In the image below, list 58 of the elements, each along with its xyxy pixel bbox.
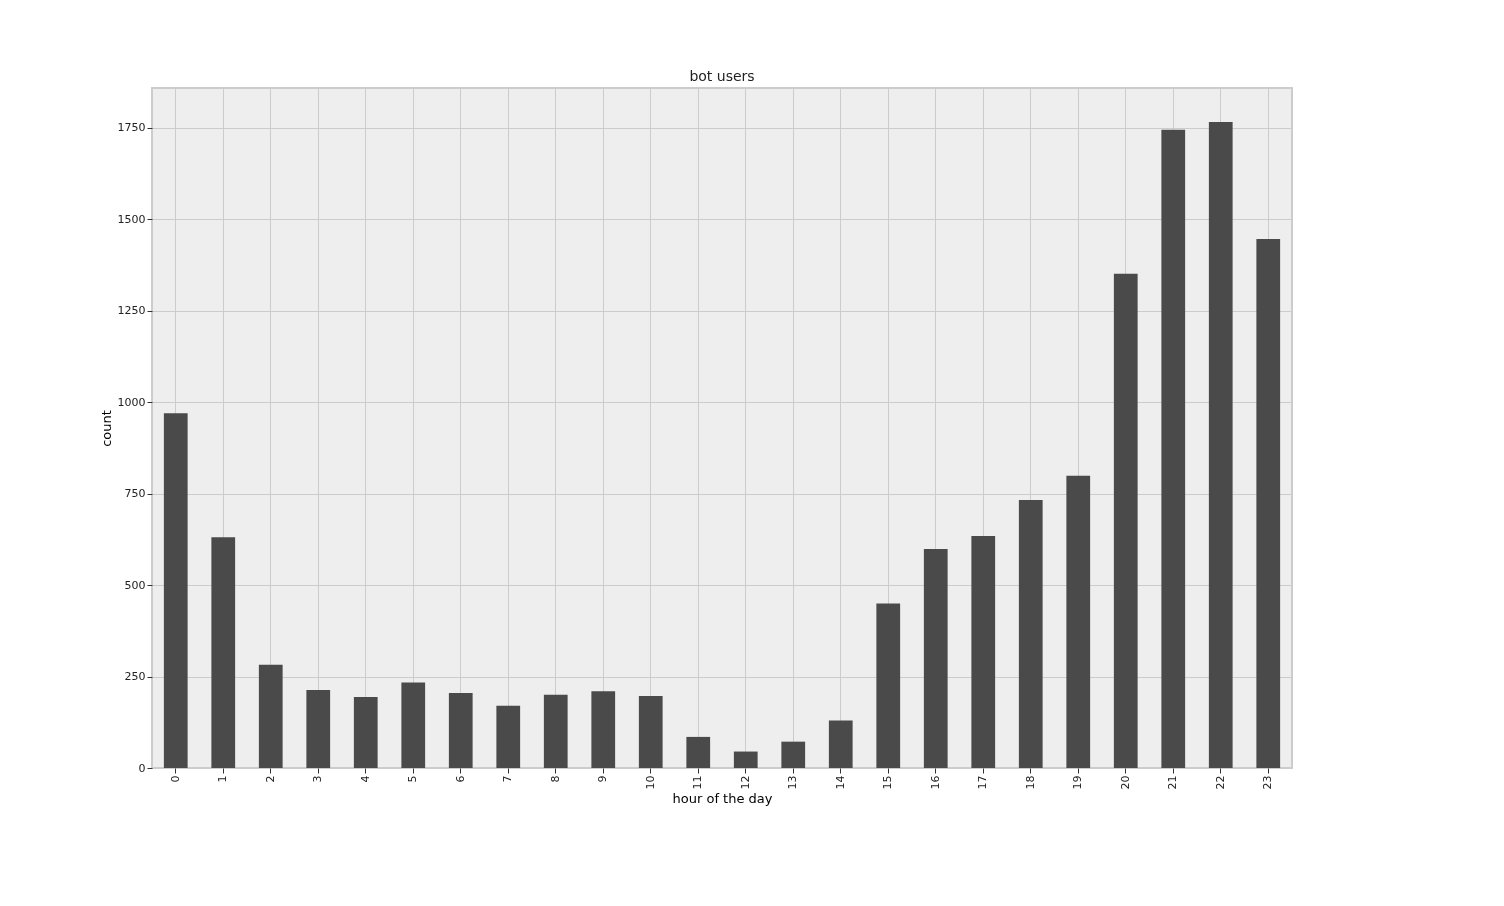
x-tick-label: 5 <box>406 775 420 783</box>
x-tick-label: 11 <box>691 775 705 790</box>
x-tick-label: 3 <box>311 775 325 783</box>
bar <box>353 697 378 768</box>
bar <box>638 695 663 768</box>
y-tick-label: 1750 <box>117 121 146 135</box>
bar <box>401 682 426 768</box>
bar <box>1208 122 1233 768</box>
bar <box>448 693 473 768</box>
x-tick-label: 8 <box>548 775 562 783</box>
x-tick-label: 0 <box>168 775 182 783</box>
y-tick-label: 1000 <box>117 395 146 409</box>
x-tick-label: 17 <box>976 775 990 790</box>
x-tick-label: 23 <box>1261 775 1275 790</box>
x-tick-label: 12 <box>738 775 752 790</box>
x-tick-label: 10 <box>643 775 657 790</box>
bar <box>686 736 711 768</box>
x-tick-label: 22 <box>1213 775 1227 790</box>
y-tick-label: 750 <box>124 487 146 501</box>
x-tick-label: 6 <box>453 775 467 783</box>
bar <box>258 664 283 768</box>
bar <box>496 705 521 768</box>
x-tick-label: 14 <box>833 775 847 790</box>
bar <box>211 537 236 768</box>
bar <box>733 751 758 768</box>
x-tick-label: 20 <box>1118 775 1132 790</box>
bar <box>876 603 901 768</box>
x-tick-label: 1 <box>216 775 230 783</box>
bar <box>306 690 331 768</box>
bar <box>828 720 853 768</box>
bar <box>1066 475 1091 768</box>
x-tick-label: 2 <box>263 775 277 783</box>
bar <box>781 741 806 768</box>
x-tick-label: 7 <box>501 775 515 783</box>
y-tick-label: 1500 <box>117 212 146 226</box>
x-tick-label: 19 <box>1071 775 1085 790</box>
bar <box>1161 129 1186 768</box>
bar <box>591 691 616 768</box>
bar <box>1018 499 1043 768</box>
bar <box>1256 239 1281 768</box>
x-tick-label: 21 <box>1166 775 1180 790</box>
bar <box>543 694 568 768</box>
bar <box>971 536 996 768</box>
x-tick-label: 15 <box>881 775 895 790</box>
bar <box>923 548 948 768</box>
x-tick-label: 16 <box>928 775 942 790</box>
chart-title: bot users <box>689 68 755 84</box>
bar <box>163 413 188 768</box>
x-tick-label: 18 <box>1023 775 1037 790</box>
x-tick-label: 9 <box>596 775 610 783</box>
y-tick-label: 250 <box>124 670 146 684</box>
x-axis-title: hour of the day <box>672 791 773 807</box>
x-tick-label: 4 <box>358 775 372 783</box>
y-tick-label: 500 <box>124 578 146 592</box>
bar <box>1113 273 1138 768</box>
y-axis-title: count <box>98 410 114 447</box>
y-tick-label: 1250 <box>117 304 146 318</box>
x-tick-label: 13 <box>786 775 800 790</box>
